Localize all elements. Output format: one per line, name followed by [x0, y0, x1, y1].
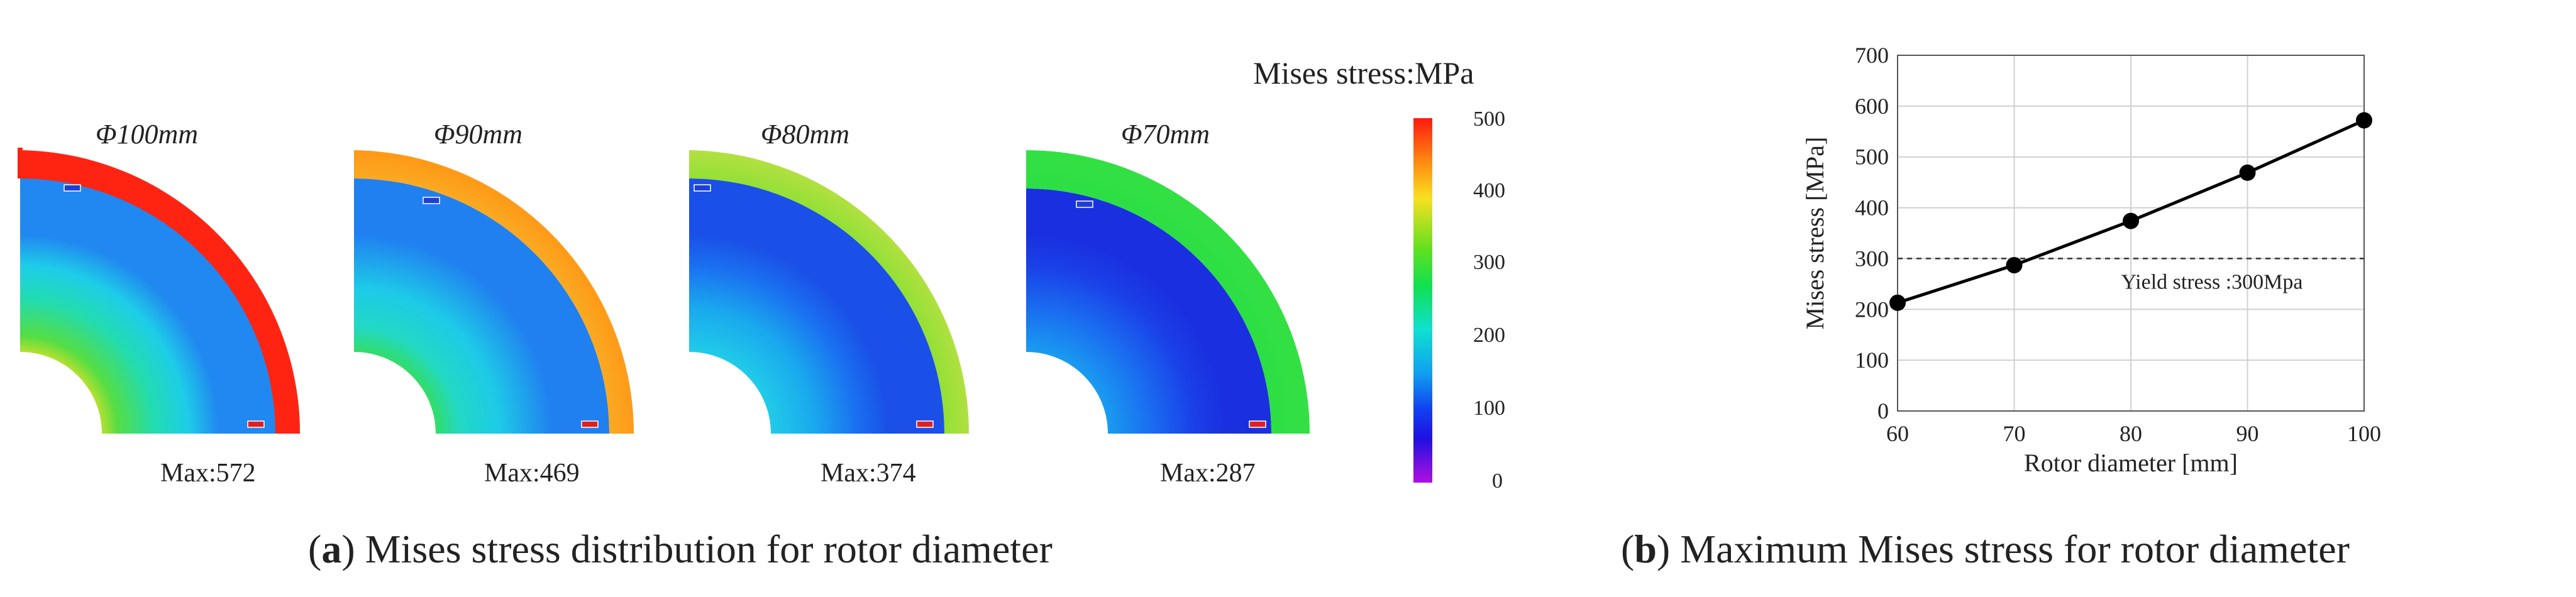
y-tick-label: 200 — [1855, 297, 1889, 322]
x-tick-label: 70 — [2003, 421, 2026, 446]
data-point — [2006, 256, 2023, 273]
colorbar-tick: 100 — [1473, 397, 1505, 420]
colorbar-tick: 500 — [1473, 107, 1505, 131]
panel-b: Yield stress :300Mpa 60 70 80 90 100 0 100 200… — [1621, 43, 2381, 571]
y-axis-label: Mises stress [MPa] — [1801, 137, 1829, 330]
colorbar-tick: 400 — [1473, 179, 1505, 202]
max-label-phi70: Max:287 — [1160, 459, 1256, 488]
caption-a: (a) Mises stress distribution for rotor … — [308, 527, 1053, 571]
y-tick-label: 400 — [1855, 195, 1889, 221]
x-tick-label: 100 — [2347, 421, 2381, 446]
colorbar-tick: 0 — [1492, 469, 1503, 493]
y-tick-label: 300 — [1855, 246, 1889, 271]
contour-phi90 — [354, 150, 634, 434]
data-points — [1889, 112, 2372, 311]
colorbar-title: Mises stress:MPa — [1253, 55, 1474, 90]
caption-b-letter: b — [1634, 527, 1657, 571]
y-tick-label: 700 — [1855, 43, 1889, 68]
caption-a-text: Mises stress distribution for rotor diam… — [355, 527, 1053, 571]
max-label-phi100: Max:572 — [160, 459, 256, 488]
colorbar — [1413, 118, 1432, 483]
data-point — [2123, 212, 2139, 229]
colorbar-tick: 300 — [1473, 251, 1505, 274]
y-tick-label: 100 — [1855, 348, 1889, 373]
x-tick-label: 90 — [2236, 421, 2259, 446]
caption-a-letter: a — [321, 527, 341, 571]
y-axis-ticks: 0 100 200 300 400 500 600 700 — [1855, 43, 1889, 424]
y-tick-label: 600 — [1855, 94, 1889, 119]
max-label-phi80: Max:374 — [821, 459, 916, 488]
y-tick-label: 0 — [1877, 398, 1889, 424]
contour-phi100 — [18, 148, 300, 434]
caption-b-text: Maximum Mises stress for rotor diameter — [1670, 527, 2350, 571]
data-point — [2356, 112, 2372, 129]
data-point — [2239, 164, 2256, 181]
diameter-label-phi70: Φ70mm — [1121, 119, 1210, 150]
data-point — [1889, 294, 1906, 311]
max-label-phi90: Max:469 — [484, 459, 580, 488]
colorbar-tick: 200 — [1473, 324, 1505, 347]
plot-frame — [1897, 55, 2365, 412]
contour-phi70 — [1026, 150, 1310, 434]
panel-a: Φ100mm Φ90mm Φ80mm Φ70mm Max:572 Max:469… — [18, 55, 1505, 571]
contour-phi80 — [689, 150, 969, 434]
x-tick-label: 60 — [1886, 421, 1909, 446]
yield-stress-label: Yield stress :300Mpa — [2121, 270, 2303, 293]
x-tick-label: 80 — [2120, 421, 2142, 446]
diameter-label-phi100: Φ100mm — [96, 119, 198, 150]
diameter-label-phi80: Φ80mm — [761, 119, 849, 150]
x-axis-ticks: 60 70 80 90 100 — [1886, 421, 2381, 446]
chart-grid — [1897, 55, 2365, 412]
x-axis-label: Rotor diameter [mm] — [2024, 449, 2238, 477]
caption-b: (b) Maximum Mises stress for rotor diame… — [1621, 527, 2350, 571]
y-tick-label: 500 — [1855, 145, 1889, 170]
diameter-label-phi90: Φ90mm — [434, 119, 522, 150]
colorbar-ticks: 500 400 300 200 100 0 — [1473, 107, 1505, 493]
